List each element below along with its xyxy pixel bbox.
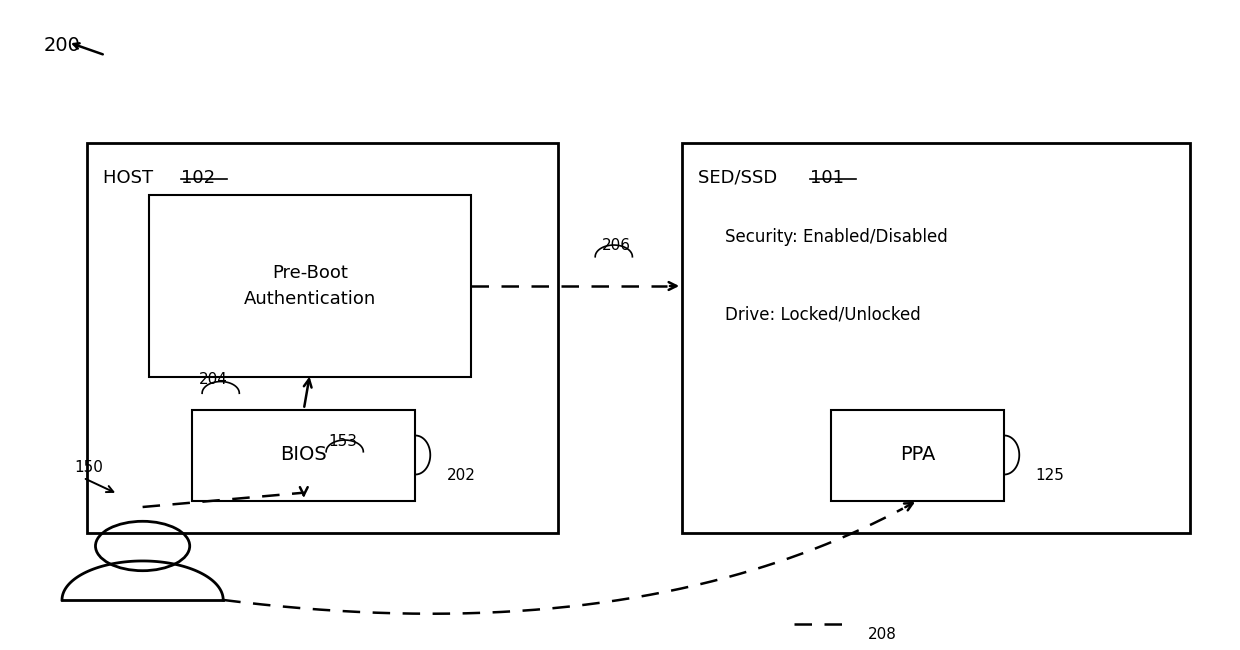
Bar [682,143,1190,533]
Bar [192,410,415,500]
Text: PPA: PPA [900,445,935,465]
Text: HOST: HOST [103,169,159,187]
Text: 101: 101 [810,169,843,187]
Text: 202: 202 [446,468,475,483]
Text: Drive: Locked/Unlocked: Drive: Locked/Unlocked [725,306,921,324]
Text: 206: 206 [601,239,630,254]
Text: Security: Enabled/Disabled: Security: Enabled/Disabled [725,227,949,246]
Text: 208: 208 [868,627,897,642]
Text: 200: 200 [43,36,81,55]
Text: 150: 150 [74,460,103,474]
Text: 125: 125 [1035,468,1064,483]
Text: Pre-Boot
Authentication: Pre-Boot Authentication [244,264,376,308]
Text: 153: 153 [329,434,357,448]
Bar [149,195,471,377]
Text: BIOS: BIOS [280,445,327,465]
Text: 204: 204 [198,372,227,387]
Bar [87,143,558,533]
Bar [831,410,1004,500]
Text: 102: 102 [181,169,216,187]
Text: SED/SSD: SED/SSD [698,169,784,187]
